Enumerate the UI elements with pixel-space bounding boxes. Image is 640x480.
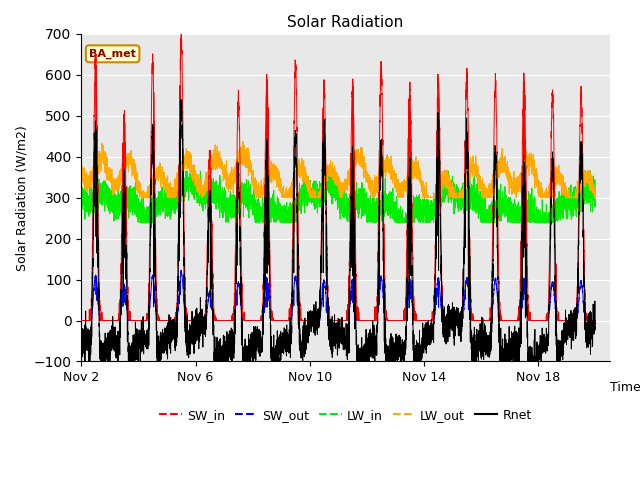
X-axis label: Time: Time	[610, 381, 640, 394]
Text: BA_met: BA_met	[89, 48, 136, 59]
Y-axis label: Solar Radiation (W/m2): Solar Radiation (W/m2)	[15, 125, 28, 271]
Title: Solar Radiation: Solar Radiation	[287, 15, 404, 30]
Legend: SW_in, SW_out, LW_in, LW_out, Rnet: SW_in, SW_out, LW_in, LW_out, Rnet	[154, 404, 537, 427]
